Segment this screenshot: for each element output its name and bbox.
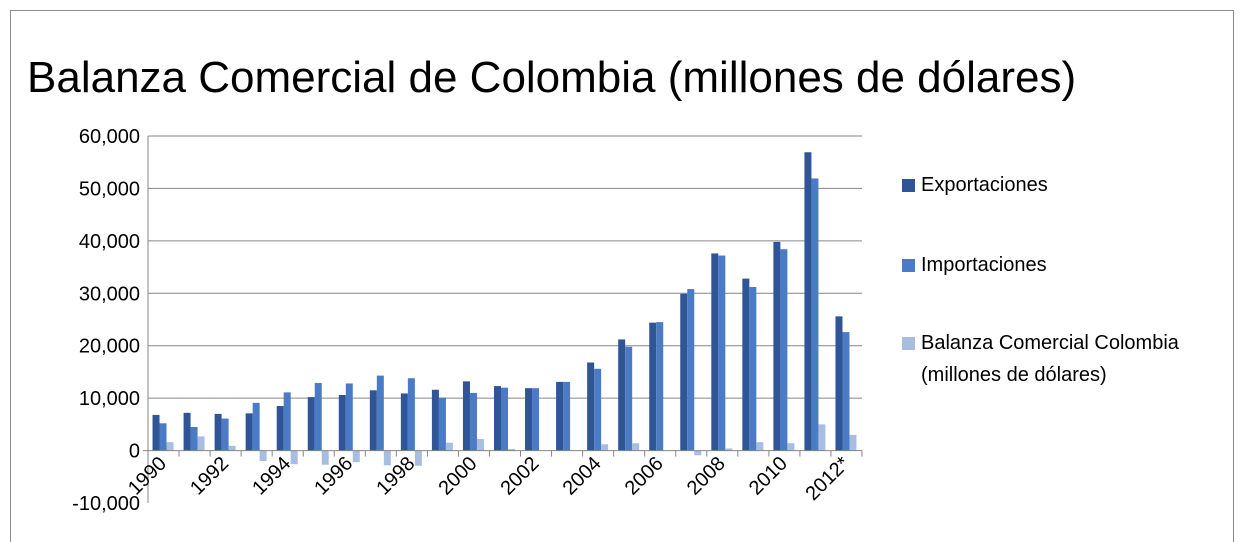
bar-1-2006 <box>656 322 664 451</box>
x-tick-label-2012*: 2012* <box>801 452 854 505</box>
bar-0-1997 <box>369 390 377 451</box>
legend-label-exportaciones: Exportaciones <box>921 174 1048 196</box>
legend-swatch-exportaciones <box>902 179 915 192</box>
x-tick-label-1994: 1994 <box>248 453 295 500</box>
bar-2-1992 <box>228 445 236 451</box>
bar-0-2012* <box>835 316 843 451</box>
bar-1-1998 <box>407 378 415 451</box>
bar-2-2000 <box>476 439 484 451</box>
legend-label-balanza-line2: (millones de dólares) <box>921 364 1107 386</box>
y-tick-label-6: 50,000 <box>79 178 140 200</box>
bar-2-1999 <box>445 442 453 451</box>
bar-1-1995 <box>314 382 322 451</box>
bar-1-1992 <box>221 418 229 451</box>
bar-2-1994 <box>290 450 298 465</box>
bar-1-1993 <box>252 402 260 451</box>
bar-2-1998 <box>414 450 422 466</box>
legend-label-balanza-line1: Balanza Comercial Colombia <box>921 332 1179 354</box>
bar-0-1992 <box>214 413 222 451</box>
bar-2-2010 <box>787 443 795 451</box>
bar-0-1990 <box>152 414 160 451</box>
bar-0-1991 <box>183 412 191 451</box>
legend-swatch-importaciones <box>902 259 915 272</box>
bar-1-1999 <box>438 397 446 451</box>
bar-0-2011 <box>804 152 812 451</box>
bar-0-2000 <box>462 381 470 451</box>
bar-1-2005 <box>625 346 633 451</box>
bar-0-2004 <box>587 362 595 451</box>
bar-2-1995 <box>321 450 329 465</box>
bar-1-2007 <box>687 289 695 451</box>
bar-1-2012* <box>842 332 850 451</box>
y-tick-label-1: 0 <box>129 441 140 463</box>
bar-0-2010 <box>773 241 781 451</box>
x-tick-label-2008: 2008 <box>683 453 730 500</box>
bar-0-2009 <box>742 278 750 451</box>
bar-0-1996 <box>338 394 346 451</box>
bar-1-2009 <box>749 286 757 451</box>
bar-0-1994 <box>276 406 284 451</box>
y-tick-label-2: 10,000 <box>79 388 140 410</box>
bar-2-2007 <box>694 450 702 456</box>
x-tick-label-2002: 2002 <box>497 453 544 500</box>
bar-0-2003 <box>556 381 564 451</box>
chart-frame <box>10 10 1234 542</box>
y-tick-label-0: -10,000 <box>72 493 140 515</box>
x-tick-label-2010: 2010 <box>745 453 792 500</box>
bar-2-2004 <box>601 444 609 451</box>
bar-0-1999 <box>431 389 439 451</box>
bar-2-1997 <box>383 450 391 466</box>
bar-1-2001 <box>501 387 508 451</box>
y-tick-label-4: 30,000 <box>79 283 140 305</box>
bar-1-1991 <box>190 426 198 451</box>
bar-0-1998 <box>400 393 408 451</box>
legend-label-balanza: Balanza Comercial Colombia (millones de … <box>921 330 1179 388</box>
bar-0-2002 <box>525 388 533 451</box>
y-tick-label-3: 20,000 <box>79 336 140 358</box>
bar-1-1990 <box>159 423 167 451</box>
bar-1-2008 <box>718 255 726 451</box>
bar-0-2008 <box>711 253 719 451</box>
bar-1-1996 <box>345 383 353 451</box>
bar-2-2008 <box>725 448 733 451</box>
bar-1-1994 <box>283 392 291 451</box>
bar-2-1993 <box>259 450 267 462</box>
bar-1-2000 <box>469 392 477 451</box>
x-tick-label-1992: 1992 <box>186 453 233 500</box>
bar-1-2010 <box>780 249 788 451</box>
bar-0-2006 <box>649 322 657 451</box>
bar-1-1997 <box>376 375 384 451</box>
bar-2-2001 <box>508 448 515 451</box>
bar-1-2002 <box>532 388 540 451</box>
y-tick-label-5: 40,000 <box>79 231 140 253</box>
bar-2-1990 <box>166 442 174 451</box>
bar-2-2005 <box>632 443 640 451</box>
bar-0-2001 <box>494 386 501 451</box>
x-tick-label-2004: 2004 <box>559 453 606 500</box>
bar-1-2011 <box>811 178 819 451</box>
chart-title: Balanza Comercial de Colombia (millones … <box>27 53 1077 102</box>
bar-2-1991 <box>197 436 205 451</box>
legend-label-importaciones: Importaciones <box>921 254 1047 276</box>
bar-0-2005 <box>618 339 626 451</box>
x-tick-label-1996: 1996 <box>310 453 357 500</box>
x-tick-label-2006: 2006 <box>621 453 668 500</box>
bar-2-2009 <box>756 442 764 451</box>
legend-swatch-balanza <box>902 337 915 350</box>
bar-2-2011 <box>818 424 826 451</box>
bar-0-1995 <box>307 397 315 451</box>
x-tick-label-2000: 2000 <box>434 453 481 500</box>
bar-1-2003 <box>563 381 571 451</box>
bar-2-1996 <box>352 450 360 463</box>
bar-2-2012* <box>849 434 857 451</box>
bar-0-1993 <box>245 413 253 451</box>
bar-1-2004 <box>594 368 602 451</box>
bar-0-2007 <box>680 293 688 451</box>
y-tick-label-7: 60,000 <box>79 126 140 148</box>
x-tick-label-1998: 1998 <box>372 453 419 500</box>
